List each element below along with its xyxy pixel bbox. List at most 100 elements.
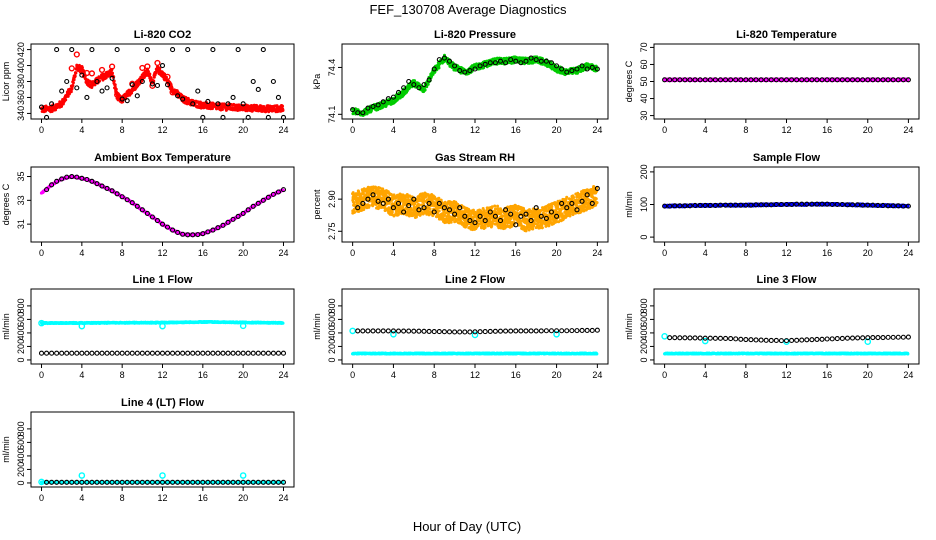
x-tick-label: 16 [822, 125, 832, 135]
data-point [54, 108, 58, 112]
x-tick-label: 8 [743, 125, 748, 135]
x-tick-label: 24 [592, 125, 602, 135]
data-point [129, 82, 135, 88]
x-tick-label: 12 [157, 125, 167, 135]
y-tick-label: 60 [639, 59, 649, 69]
x-tick-label: 16 [511, 125, 521, 135]
data-point [113, 83, 117, 87]
data-point [170, 47, 176, 53]
y-tick-label: 380 [16, 74, 26, 89]
data-point [414, 215, 418, 219]
data-point [124, 98, 130, 104]
x-tick-label: 8 [120, 248, 125, 258]
x-tick-label: 20 [552, 125, 562, 135]
data-point [417, 204, 421, 208]
data-point [108, 63, 116, 70]
data-point [210, 47, 216, 53]
data-point [169, 89, 176, 96]
data-point [149, 81, 155, 87]
data-point [73, 74, 77, 78]
data-point [74, 71, 78, 75]
data-point [99, 88, 105, 94]
y-tick-label: 50 [639, 76, 649, 86]
x-tick-label: 16 [198, 125, 208, 135]
x-tick-label: 24 [278, 248, 288, 258]
data-point [49, 101, 55, 107]
data-point [114, 47, 120, 53]
data-point [104, 85, 110, 91]
data-point [64, 98, 68, 102]
data-point [270, 78, 276, 85]
data-point [103, 71, 111, 78]
x-tick-label: 24 [903, 125, 913, 135]
data-point [110, 71, 114, 75]
series-10-min [68, 51, 176, 98]
data-point [89, 47, 95, 53]
data-point [255, 86, 261, 93]
y-tick-label: 360 [16, 90, 26, 105]
data-point [66, 94, 70, 98]
data-point [281, 104, 285, 108]
data-point [119, 96, 125, 102]
x-tick-label: 12 [470, 125, 480, 135]
data-point [426, 82, 430, 86]
data-point [353, 210, 357, 214]
data-point [59, 88, 65, 94]
y-tick-label: 40 [639, 94, 649, 104]
y-tick-label: 31 [16, 219, 26, 229]
series-1-min [350, 53, 599, 117]
data-point [250, 78, 256, 85]
data-point [98, 66, 106, 74]
data-point [152, 75, 156, 79]
data-point [72, 78, 76, 82]
data-point [170, 86, 174, 90]
x-tick-label: 8 [120, 125, 125, 135]
chart-title: Gas Stream RH [435, 152, 515, 164]
data-point [413, 79, 417, 83]
data-point [60, 104, 64, 108]
data-point [158, 67, 162, 71]
y-axis-label: kPa [312, 74, 322, 90]
data-point [139, 78, 145, 85]
data-point [84, 94, 90, 101]
data-point [185, 47, 191, 53]
data-point [144, 47, 150, 53]
data-point [423, 88, 427, 92]
data-point [190, 101, 196, 107]
y-axis-label: Licor ppm [1, 62, 11, 102]
data-point [109, 75, 115, 81]
data-point [175, 93, 181, 99]
y-tick-label: 74.1 [327, 106, 337, 124]
chart-title: Li-820 CO2 [134, 29, 191, 41]
data-point [130, 91, 134, 95]
y-axis-label: percent [312, 189, 322, 220]
series-30-min [38, 47, 287, 120]
data-point [437, 209, 441, 213]
data-point [88, 70, 96, 77]
x-tick-label: 0 [39, 248, 44, 258]
data-point [428, 207, 432, 211]
data-point [139, 64, 146, 72]
data-point [230, 94, 236, 101]
data-point [235, 47, 241, 53]
chart-title: Li-820 Temperature [736, 29, 837, 41]
data-point [154, 59, 161, 67]
data-point [74, 85, 80, 91]
y-tick-label: 420 [16, 42, 26, 57]
data-point [164, 73, 171, 80]
data-point [195, 88, 201, 94]
data-point [482, 66, 486, 70]
data-point [159, 71, 166, 78]
data-point [437, 196, 441, 200]
x-tick-label: 12 [781, 125, 791, 135]
x-tick-label: 0 [39, 125, 44, 135]
series-1-min [39, 174, 285, 237]
data-point [225, 101, 231, 107]
data-point [159, 62, 166, 69]
data-point [437, 66, 441, 70]
data-point [114, 91, 121, 98]
x-tick-label: 12 [157, 248, 167, 258]
data-point [71, 83, 75, 87]
